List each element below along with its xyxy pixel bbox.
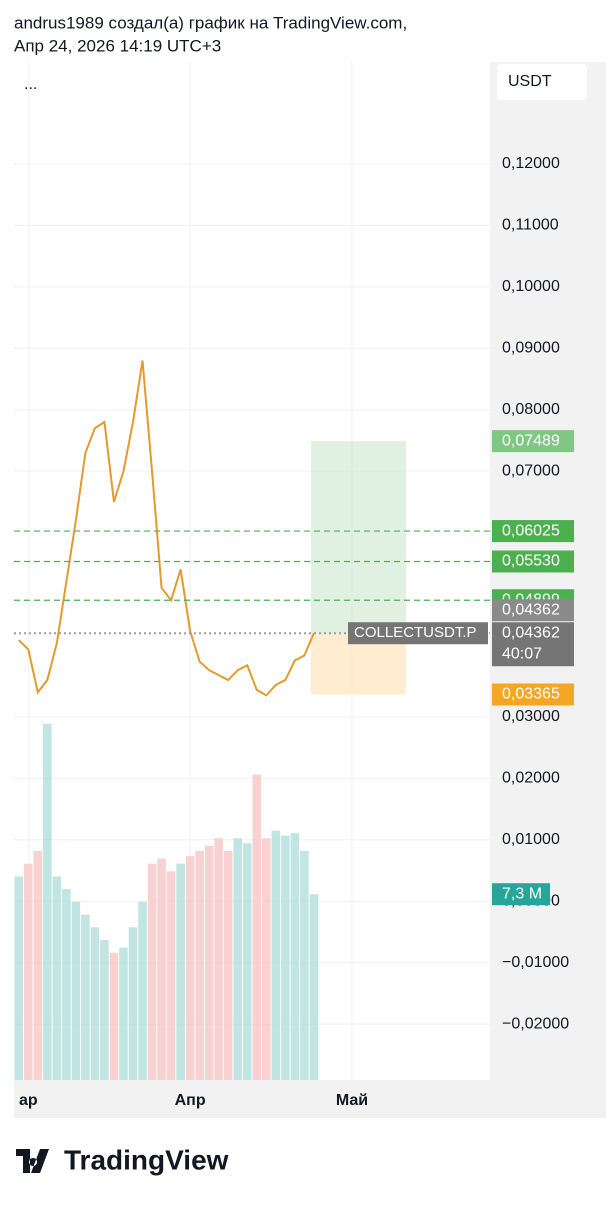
x-tick-label: Апр (175, 1092, 206, 1109)
countdown: 40:07 (502, 645, 542, 662)
y-tick-label: 0,08000 (502, 401, 560, 418)
volume-bar (52, 876, 62, 1080)
volume-bar (290, 833, 300, 1080)
symbol-label: COLLECTUSDT.P (354, 624, 477, 641)
brand: TradingView (64, 1144, 229, 1175)
volume-bar (157, 858, 166, 1080)
logo (16, 1149, 49, 1173)
volume-bar (128, 927, 138, 1080)
y-tick-label: −0,01000 (502, 954, 569, 971)
volume-label-bg (492, 883, 550, 906)
volume-bar (43, 723, 52, 1080)
y-tick-label: 0,01000 (502, 831, 560, 848)
plot-area (14, 62, 490, 1080)
volume-bar (71, 901, 81, 1080)
volume-bar (14, 876, 24, 1080)
volume-bar (261, 838, 271, 1080)
price-label: 0,03365 (502, 686, 560, 703)
volume-bar (271, 830, 281, 1080)
price-label-bg (492, 550, 574, 573)
y-tick-label: 0,02000 (502, 770, 560, 787)
volume-bar (309, 894, 319, 1080)
y-tick-label: 0,03000 (502, 708, 560, 725)
logo-icon (16, 1149, 49, 1173)
volume-label: 7,3 M (502, 885, 542, 902)
price-label: 0,05530 (502, 553, 560, 570)
volume-bar (252, 774, 262, 1080)
currency-button[interactable] (497, 64, 587, 100)
price-label: 0,07489 (502, 432, 560, 449)
date-line: Апр 24, 2026 14:19 UTC+3 (14, 36, 221, 55)
volume-bar (100, 940, 109, 1080)
volume-bar (185, 856, 195, 1080)
volume-bar (242, 843, 252, 1080)
price-label-bg (492, 430, 574, 453)
price-label: 0,06025 (502, 522, 560, 539)
volume-bar (195, 850, 204, 1080)
volume-bar (281, 835, 290, 1080)
price-label: 0,04362 (502, 601, 560, 618)
symbol-label-bg (348, 622, 488, 645)
volume-bar (62, 889, 71, 1080)
y-tick-label: 0,12000 (502, 155, 560, 172)
volume-bar (33, 850, 43, 1080)
price-label-bg (492, 520, 574, 543)
volume-bar (90, 927, 100, 1080)
price-line (18, 360, 315, 697)
y-tick-label: 0,11000 (502, 217, 559, 234)
volume-bar (300, 850, 309, 1080)
x-tick-label: ар (19, 1092, 38, 1109)
price-label-bg (492, 683, 574, 706)
currency[interactable]: USDT (508, 73, 552, 90)
y-tick-label: −0,02000 (502, 1015, 569, 1032)
volume-bar (223, 850, 233, 1080)
volume-bar (119, 947, 128, 1080)
position-profit (310, 441, 406, 634)
price-label: 0,04362 (502, 624, 560, 641)
y-tick-label: 0,10000 (502, 278, 560, 295)
author-line: andrus1989 создал(а) график на TradingVi… (14, 13, 407, 32)
volume-bar (138, 901, 147, 1080)
y-tick-label: 0,09000 (502, 340, 560, 357)
volume-bar (176, 863, 185, 1080)
time-scale (14, 1080, 490, 1118)
volume-bar (166, 871, 176, 1080)
volume-bar (147, 863, 157, 1080)
volume-bar (81, 914, 90, 1080)
volume-bar (204, 845, 214, 1080)
volume-bar (214, 838, 223, 1080)
volume-bar (109, 952, 119, 1080)
volume-bar (23, 863, 33, 1080)
y-tick-label: 0,07000 (502, 462, 560, 479)
price-label-bg (492, 622, 574, 667)
volume-bar (233, 838, 243, 1080)
x-tick-label: Май (336, 1092, 368, 1109)
menu[interactable]: ... (24, 76, 37, 93)
price-label-bg (492, 599, 574, 622)
